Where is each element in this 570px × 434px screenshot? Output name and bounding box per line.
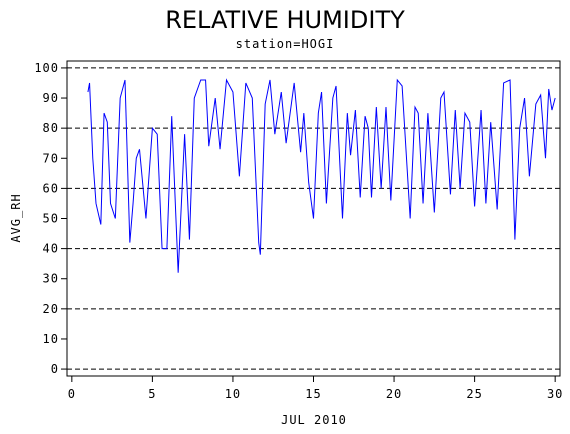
- data-line: [87, 78, 556, 273]
- x-axis-label: JUL 2010: [281, 413, 347, 427]
- y-tick-label: 40: [43, 242, 59, 256]
- y-tick-label: 20: [43, 302, 59, 316]
- y-tick-label: 100: [34, 61, 59, 75]
- y-tick-label: 0: [51, 362, 59, 376]
- y-tick-label: 80: [43, 121, 59, 135]
- y-tick-label: 60: [43, 181, 59, 195]
- y-tick-label: 50: [43, 212, 59, 226]
- y-tick-label: 30: [43, 272, 59, 286]
- x-tick-label: 10: [225, 387, 241, 401]
- chart-title: RELATIVE HUMIDITY: [165, 6, 405, 34]
- y-tick-label: 10: [43, 332, 59, 346]
- x-tick-label: 25: [466, 387, 482, 401]
- x-tick-label: 15: [305, 387, 321, 401]
- y-tick-label: 90: [43, 91, 59, 105]
- x-tick-label: 30: [547, 387, 563, 401]
- y-axis-label: AVG_RH: [9, 193, 23, 242]
- x-tick-label: 5: [148, 387, 156, 401]
- chart-subtitle: station=HOGI: [236, 37, 335, 51]
- y-tick-label: 70: [43, 151, 59, 165]
- x-tick-label: 0: [68, 387, 76, 401]
- x-tick-label: 20: [386, 387, 402, 401]
